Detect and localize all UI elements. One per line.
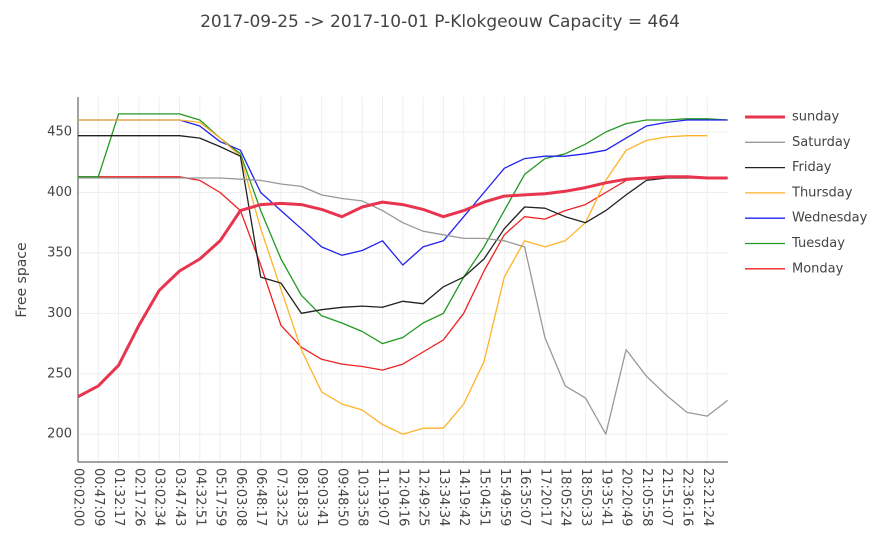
- x-tick-label: 05:17:59: [213, 468, 228, 526]
- chart-title: 2017-09-25 -> 2017-10-01 P-Klokgeouw Cap…: [200, 12, 680, 32]
- legend-label: Wednesday: [792, 211, 868, 226]
- x-tick-label: 04:32:51: [192, 468, 207, 526]
- x-tick-label: 03:47:43: [172, 468, 187, 526]
- x-tick-label: 22:36:16: [680, 468, 695, 526]
- x-tick-label: 18:05:24: [558, 468, 573, 526]
- series-line: [78, 177, 728, 435]
- series-line: [77, 175, 728, 399]
- x-tick-label: 08:18:33: [294, 468, 309, 526]
- series-line: [78, 119, 708, 435]
- y-tick-label: 300: [47, 306, 72, 321]
- series-line: [78, 119, 728, 266]
- x-tick-label: 06:48:17: [253, 468, 268, 526]
- x-tick-label: 21:05:58: [639, 468, 654, 526]
- x-tick-label: 14:19:42: [456, 468, 471, 526]
- x-tick-label: 00:02:00: [71, 468, 86, 526]
- x-tick-label: 16:35:07: [517, 468, 532, 526]
- x-tick-label: 18:50:33: [578, 468, 593, 526]
- x-tick-label: 12:04:16: [395, 468, 410, 526]
- y-axis-label: Free space: [14, 242, 30, 317]
- x-tick-label: 06:03:08: [233, 468, 248, 526]
- series-line: [78, 135, 728, 314]
- y-tick-label: 200: [47, 427, 72, 442]
- legend-label: Tuesday: [791, 236, 845, 251]
- x-tick-label: 12:49:25: [416, 468, 431, 526]
- x-tick-label: 11:19:07: [375, 468, 390, 526]
- x-tick-label: 15:49:59: [497, 468, 512, 526]
- x-tick-label: 20:20:49: [619, 468, 634, 526]
- x-tick-label: 15:04:51: [477, 468, 492, 526]
- y-tick-label: 250: [47, 366, 72, 381]
- x-tick-label: 23:21:24: [700, 468, 715, 526]
- series-line: [78, 113, 728, 345]
- x-tick-label: 01:32:17: [111, 468, 126, 526]
- x-tick-label: 07:33:25: [274, 468, 289, 526]
- x-tick-label: 21:51:07: [659, 468, 674, 526]
- x-tick-label: 02:17:26: [131, 468, 146, 526]
- x-tick-label: 09:48:50: [334, 468, 349, 526]
- x-tick-label: 00:47:09: [91, 468, 106, 526]
- y-tick-label: 400: [47, 185, 72, 200]
- x-tick-label: 13:34:34: [436, 468, 451, 526]
- x-tick-label: 03:02:34: [152, 468, 167, 526]
- y-tick-label: 350: [47, 245, 72, 260]
- legend-label: Friday: [792, 160, 832, 175]
- x-tick-label: 10:33:58: [355, 468, 370, 526]
- legend-label: Thursday: [791, 185, 853, 200]
- legend-label: Monday: [792, 261, 844, 276]
- x-tick-label: 17:20:17: [537, 468, 552, 526]
- y-tick-label: 450: [47, 125, 72, 140]
- legend-label: Saturday: [792, 135, 851, 150]
- x-tick-label: 09:03:41: [314, 468, 329, 526]
- x-tick-label: 19:35:41: [598, 468, 613, 526]
- legend-label: sunday: [792, 110, 839, 125]
